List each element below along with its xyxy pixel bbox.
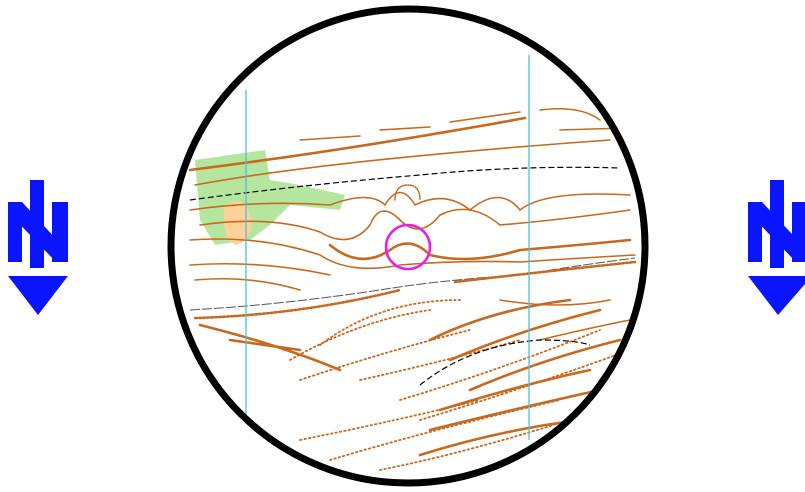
north-arrow-left: [8, 180, 68, 315]
map-frame: [167, 5, 649, 487]
north-arrow-right: [748, 180, 805, 315]
map-content: [188, 55, 637, 471]
